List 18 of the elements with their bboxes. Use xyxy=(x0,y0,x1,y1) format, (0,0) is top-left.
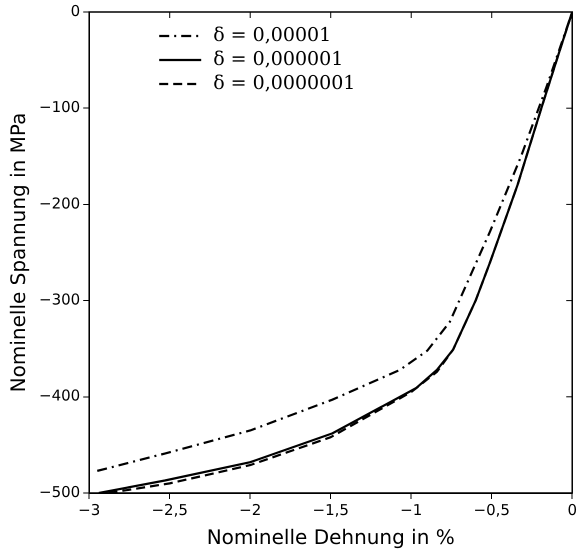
x-tick-label: −2,5 xyxy=(151,500,188,519)
legend-label: δ = 0,0000001 xyxy=(213,72,356,94)
y-tick-label: 0 xyxy=(70,2,80,20)
y-tick-label: −200 xyxy=(38,194,80,212)
x-tick-label: −1,5 xyxy=(312,500,349,519)
y-tick-label: −400 xyxy=(38,386,80,405)
x-axis-title: Nominelle Dehnung in % xyxy=(206,525,455,550)
y-axis-title: Nominelle Spannung in MPa xyxy=(6,112,30,392)
y-tick-label: −100 xyxy=(38,98,80,116)
x-tick-label: −0,5 xyxy=(474,500,510,519)
legend-label: δ = 0,000001 xyxy=(213,48,344,70)
x-tick-label: −2 xyxy=(239,500,262,519)
y-tick-label: −300 xyxy=(38,290,80,308)
x-tick-label: −1 xyxy=(400,500,422,519)
y-tick-label: −500 xyxy=(38,482,80,501)
x-tick-label: −3 xyxy=(78,500,100,519)
x-tick-label: 0 xyxy=(567,500,577,519)
legend-label: δ = 0,00001 xyxy=(213,24,332,46)
